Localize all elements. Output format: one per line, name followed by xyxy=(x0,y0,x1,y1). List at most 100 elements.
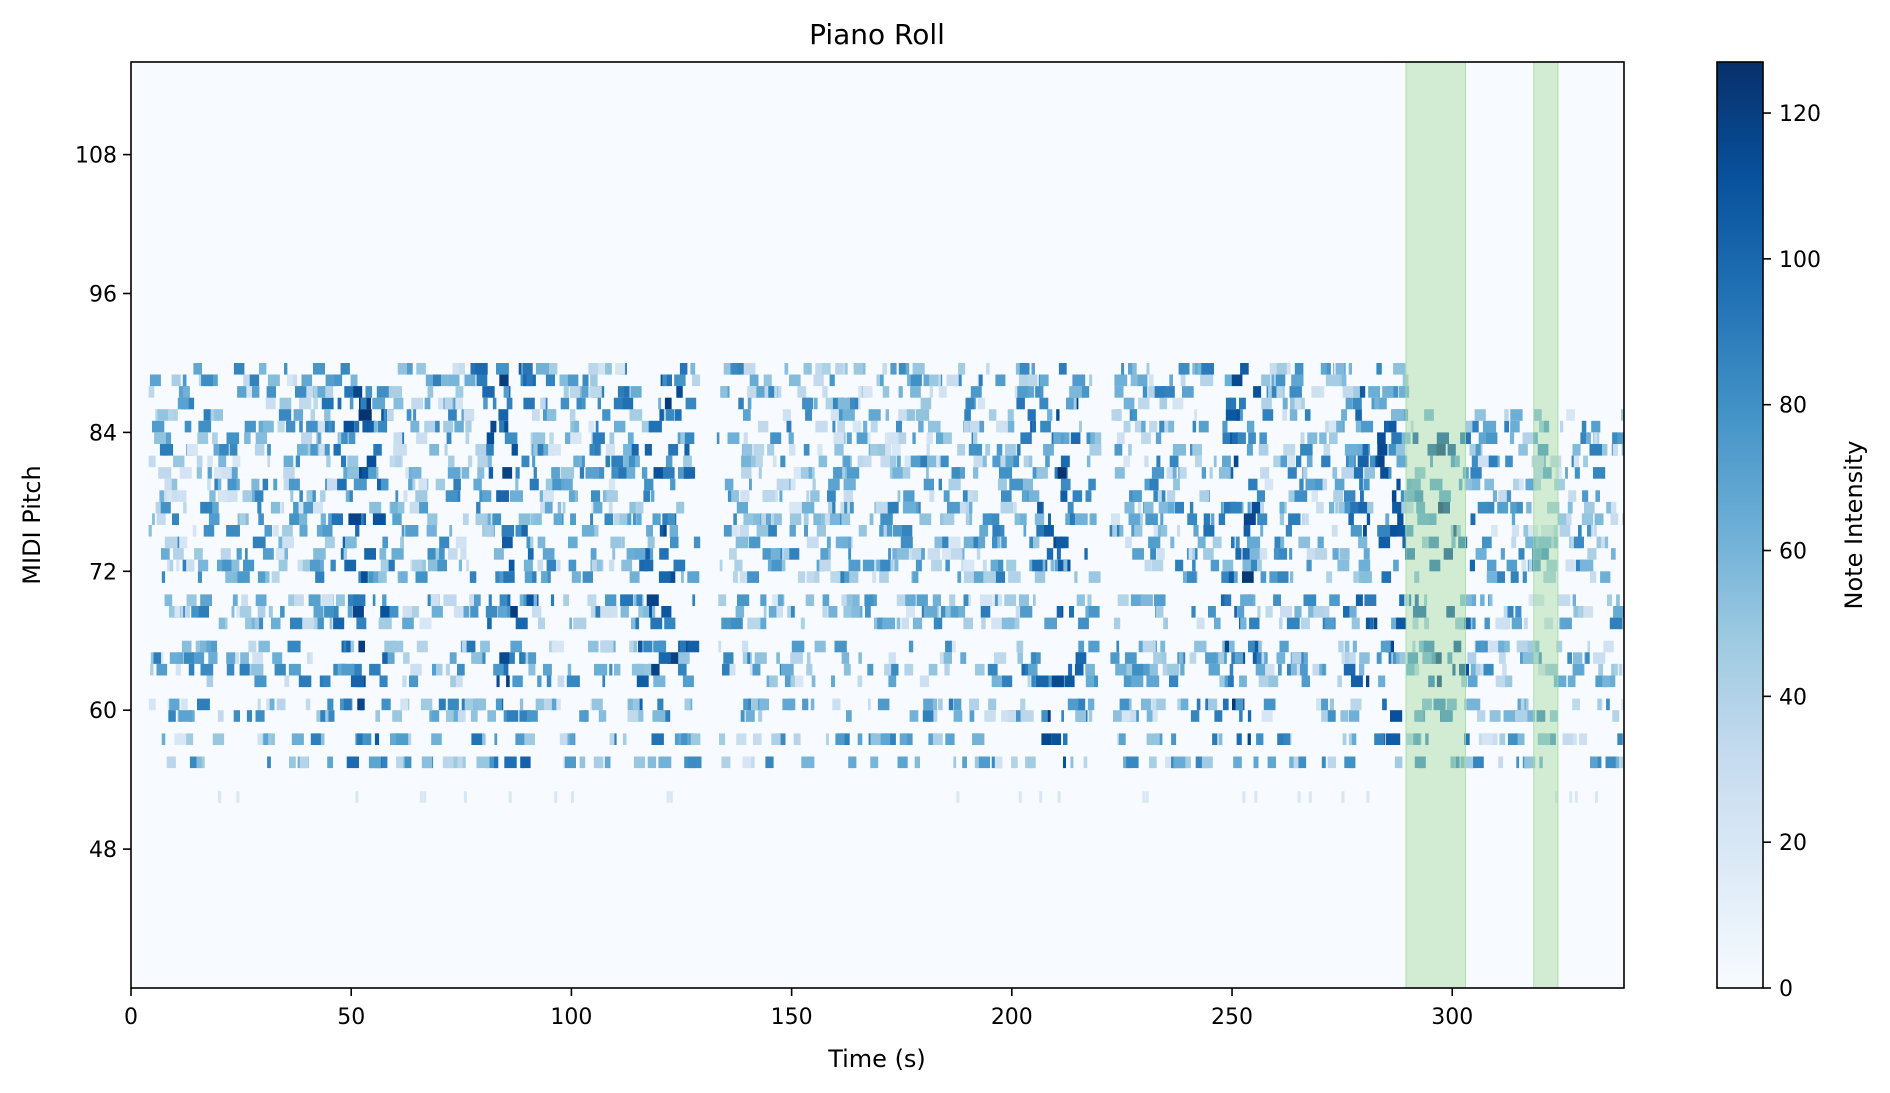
note-mark xyxy=(1237,432,1246,444)
note-mark xyxy=(1337,675,1342,688)
note-mark xyxy=(384,640,396,653)
note-mark xyxy=(1081,386,1090,398)
note-mark xyxy=(832,420,836,433)
note-mark xyxy=(1243,548,1249,560)
note-mark xyxy=(418,501,429,514)
note-mark xyxy=(830,409,842,421)
note-mark xyxy=(221,467,232,479)
note-mark xyxy=(1126,663,1134,676)
note-mark xyxy=(388,386,402,398)
note-mark xyxy=(1458,536,1468,549)
note-mark xyxy=(1144,559,1152,572)
note-mark xyxy=(812,478,816,491)
note-mark xyxy=(313,548,326,560)
note-mark xyxy=(960,652,967,664)
note-mark xyxy=(252,652,263,664)
note-mark xyxy=(335,594,345,606)
note-mark xyxy=(1455,756,1460,769)
note-mark xyxy=(382,420,387,433)
note-mark xyxy=(1553,536,1559,549)
note-mark xyxy=(349,397,354,410)
note-mark xyxy=(1525,478,1538,491)
note-mark xyxy=(243,374,250,387)
note-mark xyxy=(419,791,423,803)
note-mark xyxy=(1351,617,1360,630)
note-mark xyxy=(844,363,848,375)
note-mark xyxy=(1279,640,1289,653)
note-mark xyxy=(1212,536,1222,549)
note-mark xyxy=(232,455,241,468)
note-mark xyxy=(1601,444,1608,456)
x-tick-label: 300 xyxy=(1431,1005,1473,1030)
note-mark xyxy=(1528,525,1538,537)
note-mark xyxy=(1341,467,1353,479)
note-mark xyxy=(811,675,816,688)
note-mark xyxy=(1359,652,1370,664)
note-mark xyxy=(842,467,846,479)
note-mark xyxy=(1376,455,1385,468)
note-mark xyxy=(882,455,890,468)
note-mark xyxy=(892,548,899,560)
note-mark xyxy=(1069,386,1078,398)
note-mark xyxy=(1348,513,1354,525)
note-mark xyxy=(950,606,959,618)
note-mark xyxy=(1196,617,1205,630)
note-mark xyxy=(321,386,334,398)
note-mark xyxy=(447,467,461,479)
note-mark xyxy=(1486,571,1498,583)
note-mark xyxy=(1260,501,1264,514)
note-mark xyxy=(1247,536,1261,549)
note-mark xyxy=(1533,409,1542,421)
note-mark xyxy=(1267,756,1276,769)
note-mark xyxy=(1560,420,1564,433)
note-mark xyxy=(337,432,348,444)
note-mark xyxy=(1138,397,1150,410)
note-mark xyxy=(231,606,235,618)
note-mark xyxy=(1418,640,1427,653)
note-mark xyxy=(846,467,860,479)
note-mark xyxy=(540,397,546,410)
note-mark xyxy=(1167,663,1180,676)
note-mark xyxy=(900,536,913,549)
note-mark xyxy=(295,455,300,468)
note-mark xyxy=(592,698,603,711)
note-mark xyxy=(570,513,576,525)
note-mark xyxy=(1549,733,1556,745)
note-mark xyxy=(1190,710,1200,722)
note-mark xyxy=(1482,420,1497,433)
note-mark xyxy=(380,559,389,572)
note-mark xyxy=(1163,386,1175,398)
note-mark xyxy=(966,513,970,525)
note-mark xyxy=(1382,386,1394,398)
note-mark xyxy=(741,490,750,502)
note-mark xyxy=(159,444,174,456)
note-mark xyxy=(331,374,343,387)
note-mark xyxy=(727,490,733,502)
note-mark xyxy=(426,525,437,537)
note-mark xyxy=(995,559,1004,572)
note-mark xyxy=(818,455,828,468)
note-mark xyxy=(355,791,359,803)
note-mark xyxy=(267,374,280,387)
note-mark xyxy=(361,571,368,583)
note-mark xyxy=(1114,467,1125,479)
note-mark xyxy=(374,733,379,745)
note-mark xyxy=(1041,733,1052,745)
note-mark xyxy=(885,501,899,514)
note-mark xyxy=(1572,444,1581,456)
note-mark xyxy=(923,698,934,711)
note-mark xyxy=(767,525,777,537)
note-mark xyxy=(1531,594,1545,606)
note-mark xyxy=(1467,675,1478,688)
note-mark xyxy=(1607,594,1612,606)
note-mark xyxy=(690,363,696,375)
note-mark xyxy=(1562,733,1574,745)
note-mark xyxy=(344,386,357,398)
note-mark xyxy=(313,363,325,375)
note-mark xyxy=(1585,432,1591,444)
note-mark xyxy=(1043,444,1054,456)
note-mark xyxy=(604,756,611,769)
note-mark xyxy=(950,548,963,560)
note-mark xyxy=(606,490,618,502)
note-mark xyxy=(1054,559,1058,572)
